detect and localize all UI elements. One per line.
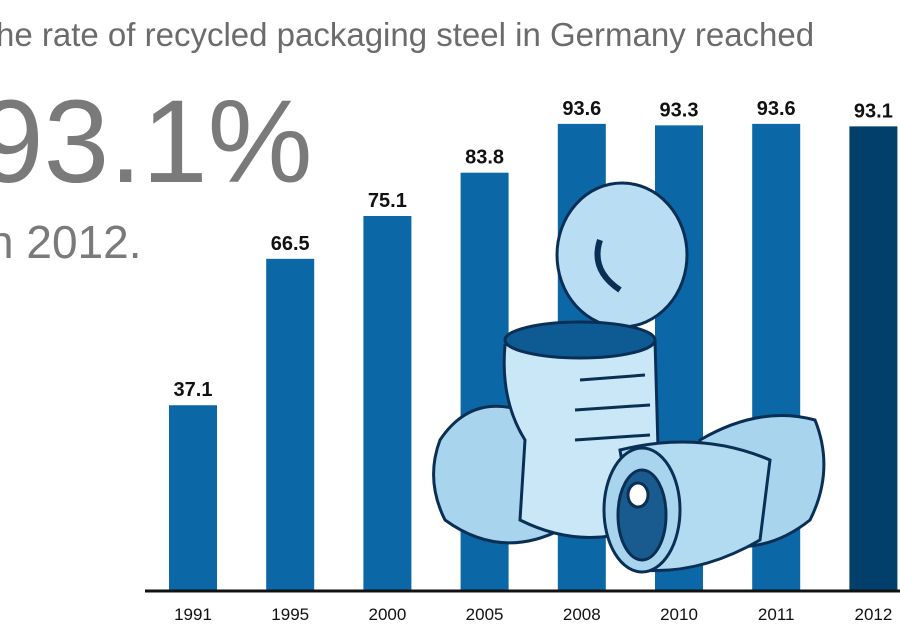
bar <box>849 126 898 590</box>
x-tick-label: 1995 <box>271 605 309 624</box>
value-label: 37.1 <box>174 379 213 401</box>
bar <box>266 258 315 590</box>
x-tick-label: 2010 <box>660 605 698 624</box>
value-label: 93.6 <box>562 98 601 120</box>
value-label: 83.8 <box>465 147 504 169</box>
bar <box>169 405 217 590</box>
value-label: 93.1 <box>854 100 893 122</box>
x-tick-label: 2012 <box>854 605 892 624</box>
x-tick-label: 2005 <box>466 605 504 624</box>
x-tick-label: 2008 <box>563 605 601 624</box>
subtitle: n 2012. <box>0 216 141 268</box>
x-tick-label: 2000 <box>368 605 406 624</box>
value-label: 93.3 <box>660 99 699 121</box>
value-label: 66.5 <box>271 233 310 255</box>
value-label: 75.1 <box>368 190 407 212</box>
value-label: 93.6 <box>757 98 796 120</box>
x-tick-label: 1991 <box>174 605 212 624</box>
headline: 93.1% <box>0 76 313 208</box>
cans-illustration <box>432 181 826 574</box>
x-tick-label: 2011 <box>758 605 795 624</box>
bar <box>363 216 412 590</box>
chart-title: he rate of recycled packaging steel in G… <box>0 16 814 53</box>
